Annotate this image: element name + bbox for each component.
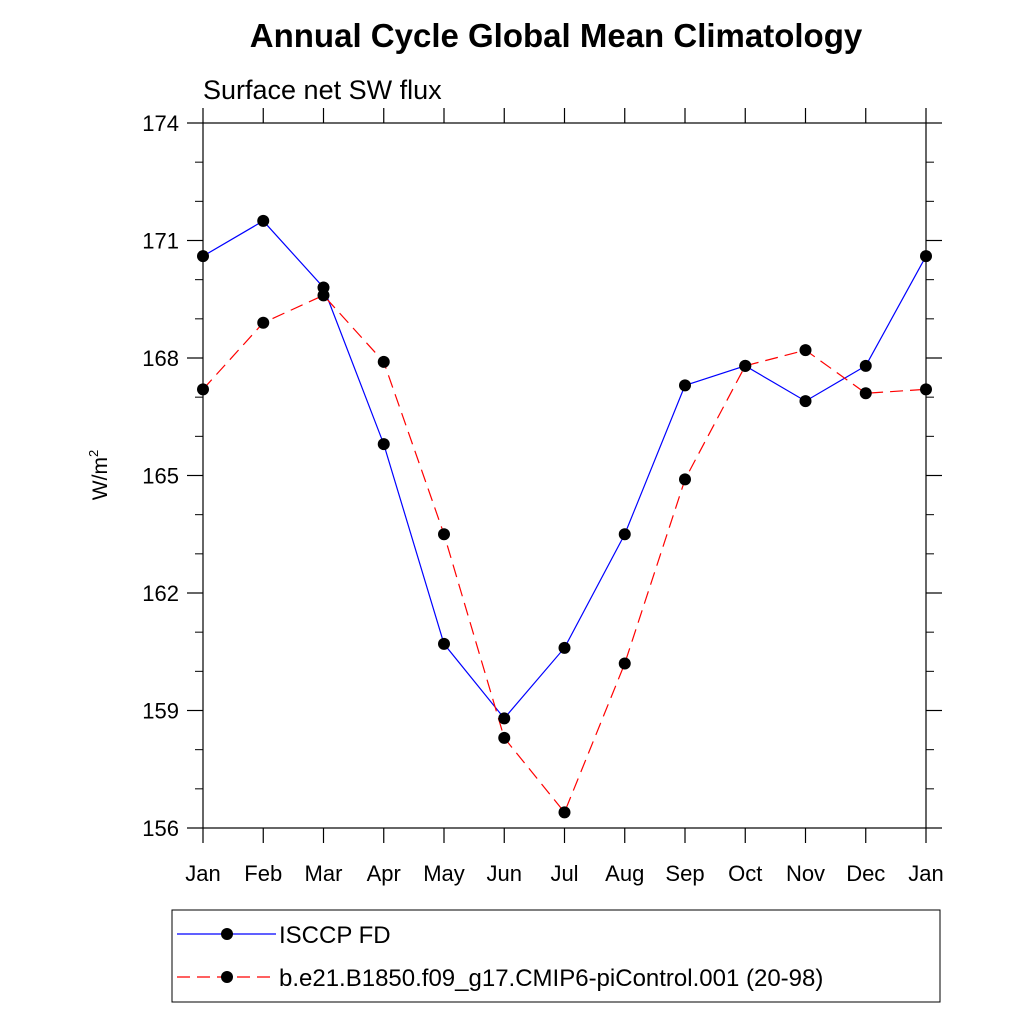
x-tick-label-jan: Jan (185, 861, 220, 886)
y-tick-label: 156 (142, 816, 179, 841)
x-tick-label-oct: Oct (728, 861, 762, 886)
y-tick-label: 162 (142, 581, 179, 606)
series-0-point-may (438, 637, 450, 650)
series-line-1 (202, 294, 927, 814)
y-axis-label-unit: W/m (89, 457, 112, 500)
series-1-point-apr (377, 355, 390, 368)
series-0-point-jul (558, 641, 571, 654)
y-tick-label: 168 (142, 346, 179, 371)
x-tick-label-jun: Jun (487, 861, 522, 886)
y-tick-label: 165 (142, 464, 179, 489)
x-tick-label-sep: Sep (665, 861, 704, 886)
series-0-point-apr (377, 438, 390, 451)
legend-label-cesm: b.e21.B1850.f09_g17.CMIP6-piControl.001 … (279, 965, 823, 992)
legend-box (171, 909, 941, 1003)
series-0-point-aug (618, 528, 631, 541)
x-tick-label-mar: Mar (305, 861, 343, 886)
series-1-point-may (438, 528, 450, 541)
series-1-point-feb (257, 316, 270, 329)
series-1-point-dec (859, 387, 872, 400)
series-1-point-jan (197, 383, 209, 396)
y-axis-label-exponent: 2 (86, 450, 101, 457)
x-tick-label-nov: Nov (786, 861, 825, 886)
series-0-point-jan (197, 250, 209, 263)
legend: ISCCP FD b.e21.B1850.f09_g17.CMIP6-piCon… (171, 909, 941, 1003)
series-layer (197, 214, 932, 819)
x-tick-label-jul: Jul (550, 861, 578, 886)
y-axis-label: W/m2 (86, 450, 112, 500)
x-tick-label-dec: Dec (846, 861, 885, 886)
y-tick-label: 159 (142, 699, 179, 724)
x-tick-label-apr: Apr (367, 861, 401, 886)
x-tick-label-jan: Jan (908, 861, 943, 886)
series-1-point-jul (558, 806, 571, 819)
series-0-point-sep (679, 379, 691, 392)
series-0-point-dec (859, 359, 872, 372)
x-tick-label-may: May (423, 861, 465, 886)
series-0-point-feb (257, 214, 270, 227)
x-tick-label-feb: Feb (244, 861, 282, 886)
series-0-point-jun (498, 712, 511, 725)
series-1-point-mar (317, 289, 330, 302)
series-1-point-oct (739, 359, 752, 372)
legend-marker-cesm (221, 971, 233, 983)
series-0-point-jan (920, 250, 932, 263)
series-1-point-jan (920, 383, 932, 396)
plot-axes: 156 159 162 165 168 171 174 Jan Feb Mar Apr May Jun J… (142, 108, 944, 886)
y-tick-label: 171 (142, 229, 179, 254)
legend-label-isccp: ISCCP FD (279, 922, 391, 949)
series-1-point-nov (799, 344, 812, 357)
chart-subtitle: Surface net SW flux (203, 75, 442, 105)
x-tick-label-aug: Aug (605, 861, 644, 886)
series-0-point-nov (799, 395, 812, 408)
y-tick-label: 174 (142, 111, 179, 136)
series-1-point-aug (618, 657, 631, 670)
chart-title: Annual Cycle Global Mean Climatology (250, 17, 863, 54)
series-1-point-jun (498, 731, 511, 744)
legend-marker-isccp (221, 928, 233, 940)
series-1-point-sep (679, 473, 691, 486)
plot-frame (202, 122, 927, 829)
